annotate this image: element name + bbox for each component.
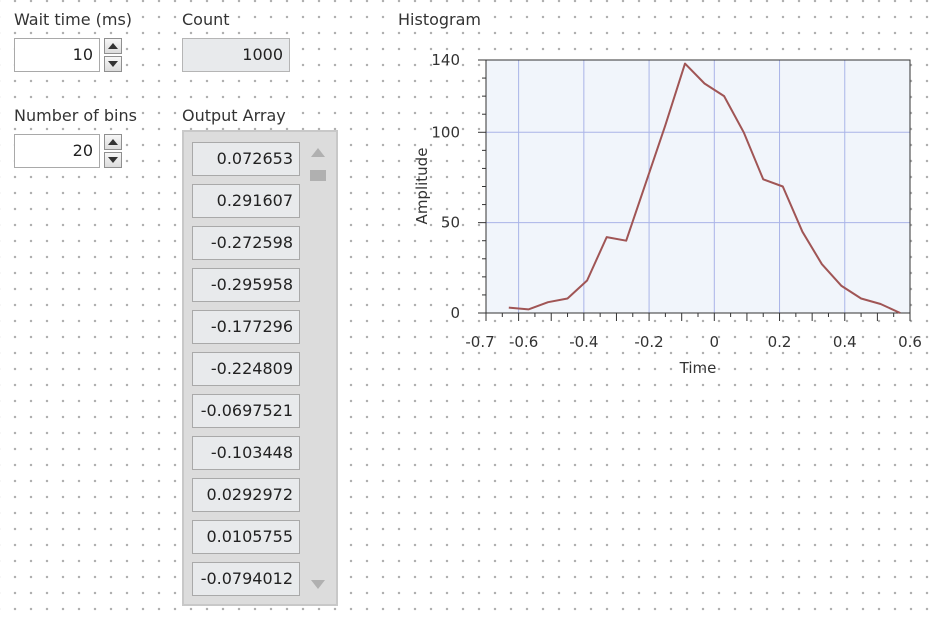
wait-time-label: Wait time (ms) <box>12 10 135 30</box>
plot-background <box>485 59 911 314</box>
wait-time-decrement-button[interactable] <box>104 56 122 72</box>
array-element: -0.0697521 <box>192 394 300 428</box>
scroll-down-icon[interactable] <box>311 580 325 589</box>
scroll-up-icon[interactable] <box>311 148 325 157</box>
histogram-label: Histogram <box>396 10 483 30</box>
triangle-up-icon <box>108 43 118 49</box>
array-element: -0.177296 <box>192 310 300 344</box>
wait-time-spinner <box>104 38 122 72</box>
array-element: 0.072653 <box>192 142 300 176</box>
array-element: -0.103448 <box>192 436 300 470</box>
bins-input[interactable]: 20 <box>14 134 100 168</box>
x-tick-label: -0.2 <box>634 333 663 351</box>
triangle-down-icon <box>108 61 118 67</box>
array-element: 0.0105755 <box>192 520 300 554</box>
plot-series <box>508 62 901 314</box>
x-tick-label: -0.7 <box>465 333 494 351</box>
wait-time-input[interactable]: 10 <box>14 38 100 72</box>
x-tick-label: 0.2 <box>768 333 792 351</box>
scrollbar-thumb[interactable] <box>310 170 326 181</box>
array-element: 0.291607 <box>192 184 300 218</box>
x-tick-label: -0.4 <box>569 333 598 351</box>
y-tick-label: 100 <box>431 123 460 141</box>
array-element: -0.0794012 <box>192 562 300 596</box>
output-array: 0.072653 0.291607 -0.272598 -0.295958 -0… <box>182 130 338 606</box>
x-tick-label: 0.6 <box>898 333 922 351</box>
y-tick-label: 140 <box>431 51 460 69</box>
x-tick-label: 0 <box>710 333 720 351</box>
histogram-line <box>508 62 901 314</box>
y-tick-label: 50 <box>441 214 460 232</box>
bins-label: Number of bins <box>12 106 139 126</box>
y-axis-title: Amplitude <box>413 148 431 225</box>
plot-axes: -0.7 -0.6 -0.4 -0.2 0 0.2 0.4 0.6 0 50 100 140 <box>431 51 922 351</box>
array-element: 0.0292972 <box>192 478 300 512</box>
bins-decrement-button[interactable] <box>104 152 122 168</box>
x-tick-label: -0.6 <box>509 333 538 351</box>
bins-increment-button[interactable] <box>104 134 122 150</box>
scrollbar-track <box>310 148 326 589</box>
x-axis-title: Time <box>679 359 717 377</box>
output-array-label: Output Array <box>180 106 288 126</box>
count-indicator: 1000 <box>182 38 290 72</box>
triangle-up-icon <box>108 139 118 145</box>
array-scrollbar[interactable] <box>308 140 328 596</box>
array-element: -0.295958 <box>192 268 300 302</box>
count-label: Count <box>180 10 232 30</box>
triangle-down-icon <box>108 157 118 163</box>
array-element: -0.224809 <box>192 352 300 386</box>
y-tick-label: 0 <box>450 304 460 322</box>
bins-spinner <box>104 134 122 168</box>
plot-border <box>485 59 911 314</box>
x-tick-label: 0.4 <box>833 333 857 351</box>
plot-grid <box>486 60 910 313</box>
array-element: -0.272598 <box>192 226 300 260</box>
wait-time-increment-button[interactable] <box>104 38 122 54</box>
